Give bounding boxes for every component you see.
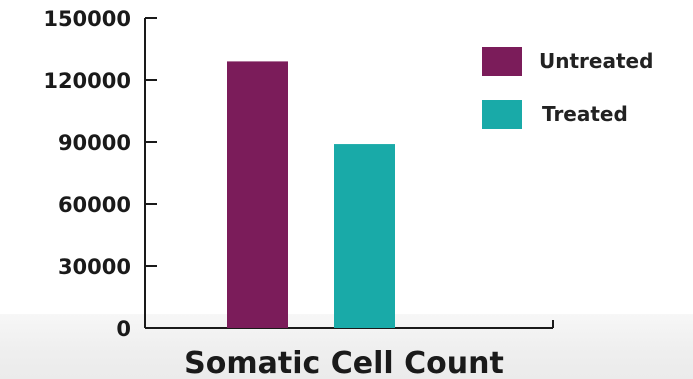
y-tick-label: 120000 xyxy=(43,69,131,93)
legend-swatch-untreated xyxy=(482,47,522,76)
y-axis: 0 30000 60000 90000 120000 150000 xyxy=(43,7,157,341)
legend-label-treated: Treated xyxy=(542,102,628,126)
legend-swatch-treated xyxy=(482,100,522,129)
bar-untreated xyxy=(227,61,288,329)
x-axis-label: Somatic Cell Count xyxy=(184,346,504,379)
y-tick-label: 30000 xyxy=(58,255,131,279)
y-tick-label: 150000 xyxy=(43,7,131,31)
y-tick-label: 0 xyxy=(116,317,131,341)
bars xyxy=(227,61,395,329)
legend: Untreated Treated xyxy=(482,47,653,129)
legend-label-untreated: Untreated xyxy=(539,49,653,73)
y-tick-label: 90000 xyxy=(58,131,131,155)
bar-treated xyxy=(334,144,395,328)
y-tick-label: 60000 xyxy=(58,193,131,217)
